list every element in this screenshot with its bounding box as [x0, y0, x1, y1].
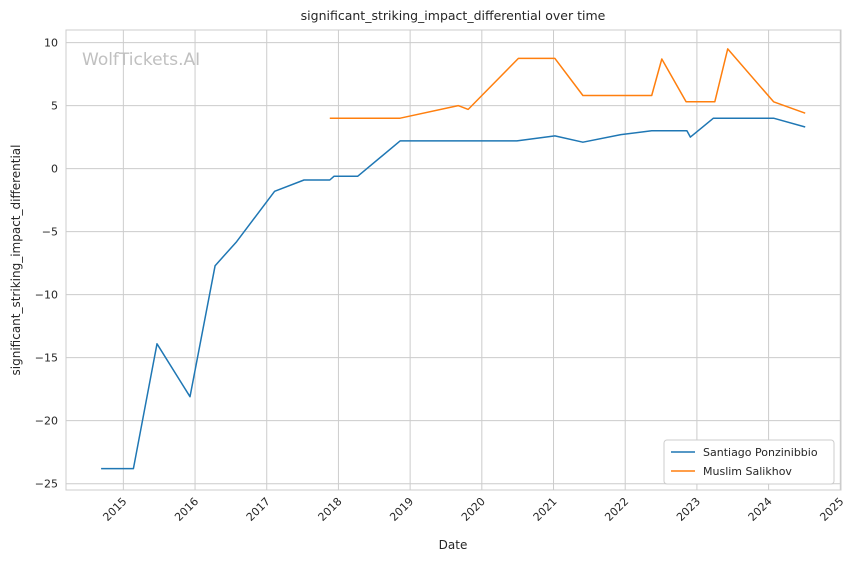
- x-tick-label: 2015: [100, 495, 129, 524]
- x-tick-label: 2022: [602, 495, 631, 524]
- x-tick-label: 2019: [387, 495, 416, 524]
- x-tick-label: 2016: [172, 495, 201, 524]
- x-tick-label: 2017: [244, 495, 273, 524]
- x-axis-label: Date: [439, 538, 468, 552]
- y-tick-label: 5: [51, 100, 58, 113]
- x-tick-label: 2023: [674, 495, 703, 524]
- watermark: WolfTickets.AI: [82, 50, 200, 70]
- legend: Santiago Ponzinibbio Muslim Salikhov: [664, 440, 834, 484]
- x-tick-label: 2018: [316, 495, 345, 524]
- y-axis-label: significant_striking_impact_differential: [9, 145, 23, 376]
- y-tick-label: −5: [42, 226, 58, 239]
- x-tick-label: 2025: [817, 495, 846, 524]
- legend-label-salikhov: Muslim Salikhov: [703, 465, 792, 478]
- y-tick-label: −20: [35, 415, 58, 428]
- chart-title: significant_striking_impact_differential…: [301, 8, 606, 23]
- y-tick-label: −25: [35, 478, 58, 491]
- x-tick-label: 2024: [746, 495, 775, 524]
- x-tick-label: 2020: [459, 495, 488, 524]
- y-tick-label: 0: [51, 163, 58, 176]
- legend-label-ponzinibbio: Santiago Ponzinibbio: [703, 446, 818, 459]
- x-tick-label: 2021: [531, 495, 560, 524]
- y-tick-label: −15: [35, 352, 58, 365]
- y-tick-label: −10: [35, 289, 58, 302]
- y-tick-label: 10: [44, 37, 58, 50]
